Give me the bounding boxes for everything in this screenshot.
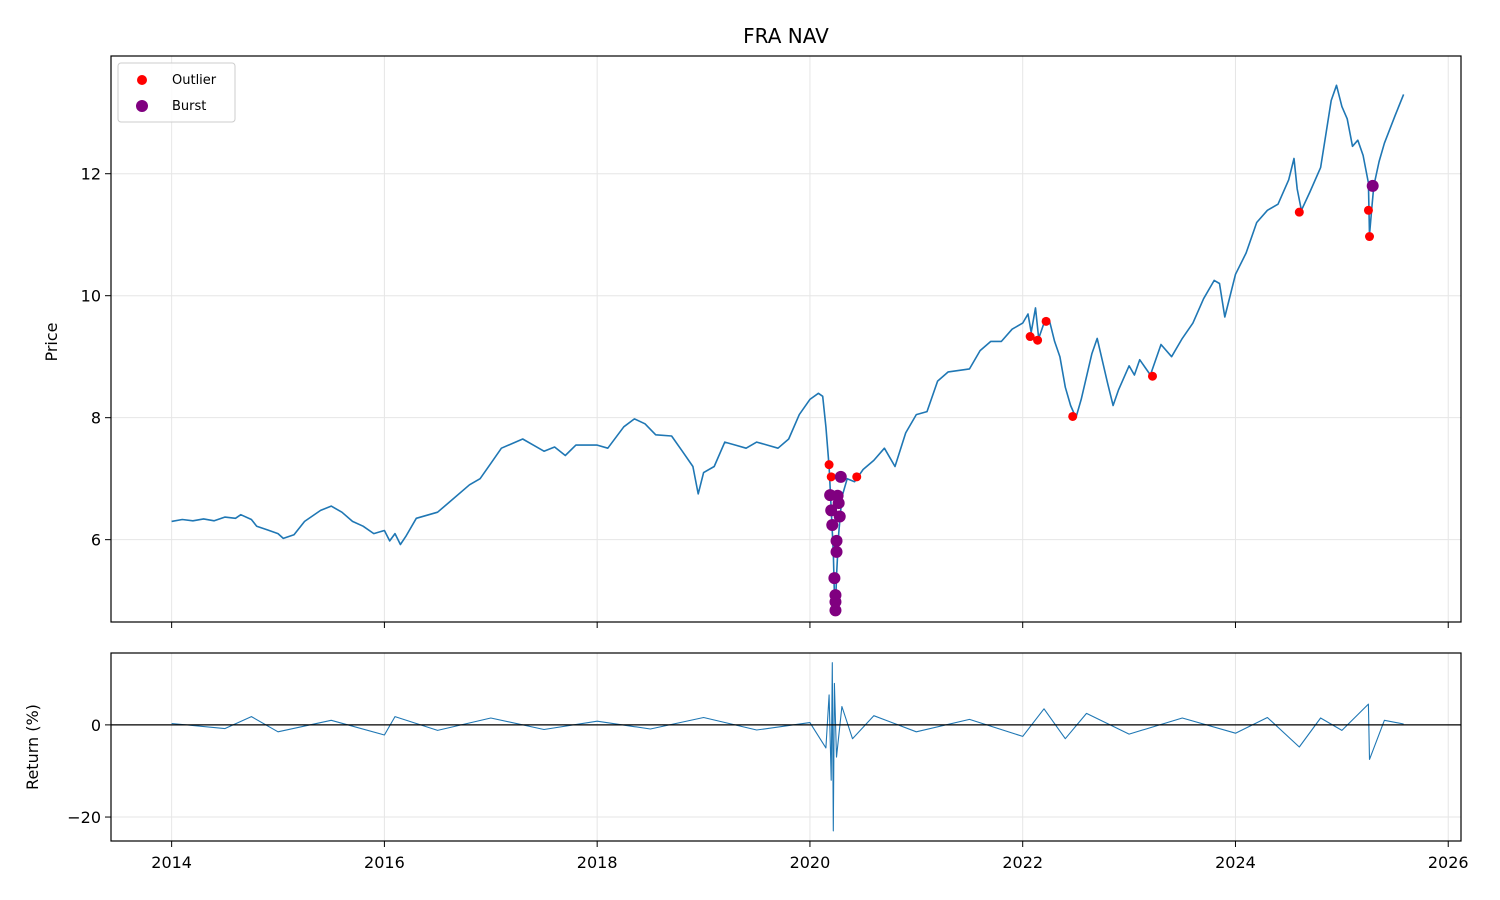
return-panel: 0 −20 2014 2016 2018 2020 2022 2024 2026 Return… (23, 652, 1469, 872)
legend-burst-marker (136, 100, 148, 112)
outlier-point (1025, 332, 1035, 342)
burst-point (833, 510, 846, 523)
return-y-label: Return (%) (23, 704, 42, 790)
outlier-point (1033, 335, 1043, 345)
legend-outlier-label: Outlier (172, 73, 217, 88)
outlier-point (1068, 411, 1078, 421)
outlier-point (1041, 316, 1051, 326)
outlier-point (1294, 207, 1304, 217)
price-grid (111, 56, 1461, 622)
return-y-tick-label: −20 (67, 808, 101, 827)
price-x-ticks (171, 622, 1449, 628)
burst-point (825, 504, 838, 517)
return-grid (111, 653, 1461, 841)
return-series-line (171, 662, 1404, 832)
outlier-points (824, 182, 1377, 482)
return-y-tick-label: 0 (91, 716, 101, 735)
price-plot-frame (110, 55, 1462, 623)
return-y-ticks: 0 −20 (67, 716, 111, 827)
burst-point (828, 572, 841, 585)
burst-point (829, 595, 842, 608)
burst-point (826, 519, 839, 532)
outlier-point (1363, 205, 1373, 215)
price-series-line (171, 84, 1405, 611)
price-y-ticks: 6 8 10 12 (81, 165, 111, 550)
price-y-tick-label: 8 (91, 409, 101, 428)
price-y-tick-label: 10 (81, 287, 101, 306)
price-y-label: Price (42, 322, 61, 361)
legend: Outlier Burst (117, 62, 236, 123)
x-tick-label: 2016 (364, 853, 405, 872)
price-series (171, 84, 1405, 611)
outlier-point (824, 460, 834, 470)
legend-burst-label: Burst (172, 99, 206, 114)
legend-outlier-marker (137, 75, 147, 85)
price-y-tick-label: 6 (91, 531, 101, 550)
chart-title: FRA NAV (743, 24, 829, 48)
burst-point (834, 470, 847, 483)
return-plot-frame (110, 652, 1462, 842)
burst-point (830, 545, 843, 558)
return-series (171, 662, 1404, 832)
outlier-point (826, 472, 836, 482)
price-panel: 6 8 10 12 FRA NAV Price Outlier Burst (42, 24, 1462, 628)
x-tick-label: 2022 (1002, 853, 1043, 872)
burst-point (830, 534, 843, 547)
x-tick-label: 2024 (1215, 853, 1256, 872)
x-tick-label: 2026 (1428, 853, 1469, 872)
x-tick-label: 2014 (151, 853, 192, 872)
price-y-tick-label: 12 (81, 165, 101, 184)
burst-point (832, 497, 845, 510)
outlier-point (1147, 371, 1157, 381)
burst-points (824, 179, 1379, 617)
x-tick-label: 2020 (790, 853, 831, 872)
return-x-ticks: 2014 2016 2018 2020 2022 2024 2026 (151, 841, 1469, 872)
outlier-point (1365, 232, 1375, 242)
x-tick-label: 2018 (577, 853, 618, 872)
outlier-point (852, 472, 862, 482)
burst-point (829, 604, 842, 617)
burst-point (1366, 179, 1379, 192)
